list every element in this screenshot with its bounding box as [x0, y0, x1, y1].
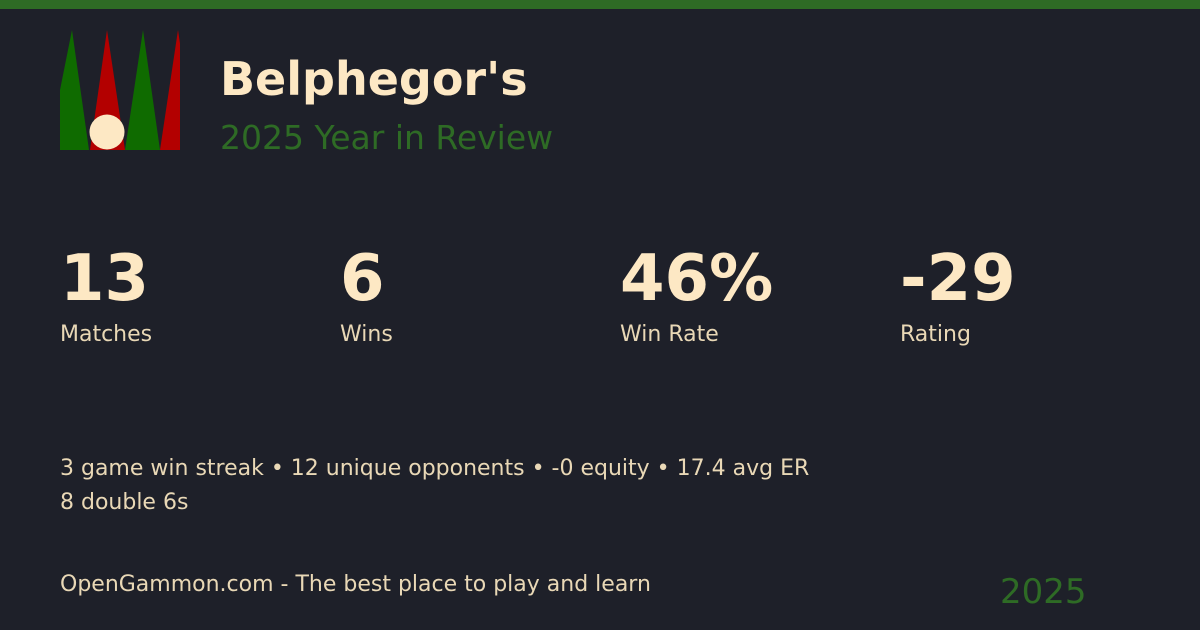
stat-matches: 13 Matches	[60, 242, 152, 347]
stat-label: Matches	[60, 322, 153, 347]
red-point-2	[160, 30, 180, 150]
highlights: 3 game win streak • 12 unique opponents …	[60, 452, 809, 520]
green-point-2	[125, 30, 160, 150]
footer-tagline: OpenGammon.com - The best place to play …	[60, 572, 651, 597]
highlights-line-2: 8 double 6s	[60, 490, 189, 515]
stat-value: -29	[900, 242, 1016, 316]
stat-rating: -29 Rating	[900, 242, 1016, 347]
stat-label: Wins	[340, 322, 393, 347]
stat-value: 46%	[620, 242, 774, 316]
stat-wins: 6 Wins	[340, 242, 393, 347]
checker	[89, 114, 125, 150]
top-accent-bar	[0, 0, 1200, 9]
stat-label: Rating	[900, 322, 971, 347]
highlights-line-1: 3 game win streak • 12 unique opponents …	[60, 456, 810, 481]
footer-year: 2025	[1000, 572, 1087, 612]
page-subtitle: 2025 Year in Review	[220, 118, 554, 157]
page-title: Belphegor's	[220, 52, 528, 106]
stat-win-rate: 46% Win Rate	[620, 242, 773, 347]
stat-value: 6	[340, 242, 385, 316]
stat-value: 13	[60, 242, 150, 316]
backgammon-logo-icon	[60, 30, 180, 150]
green-point-1	[60, 30, 89, 150]
stat-label: Win Rate	[620, 322, 719, 347]
